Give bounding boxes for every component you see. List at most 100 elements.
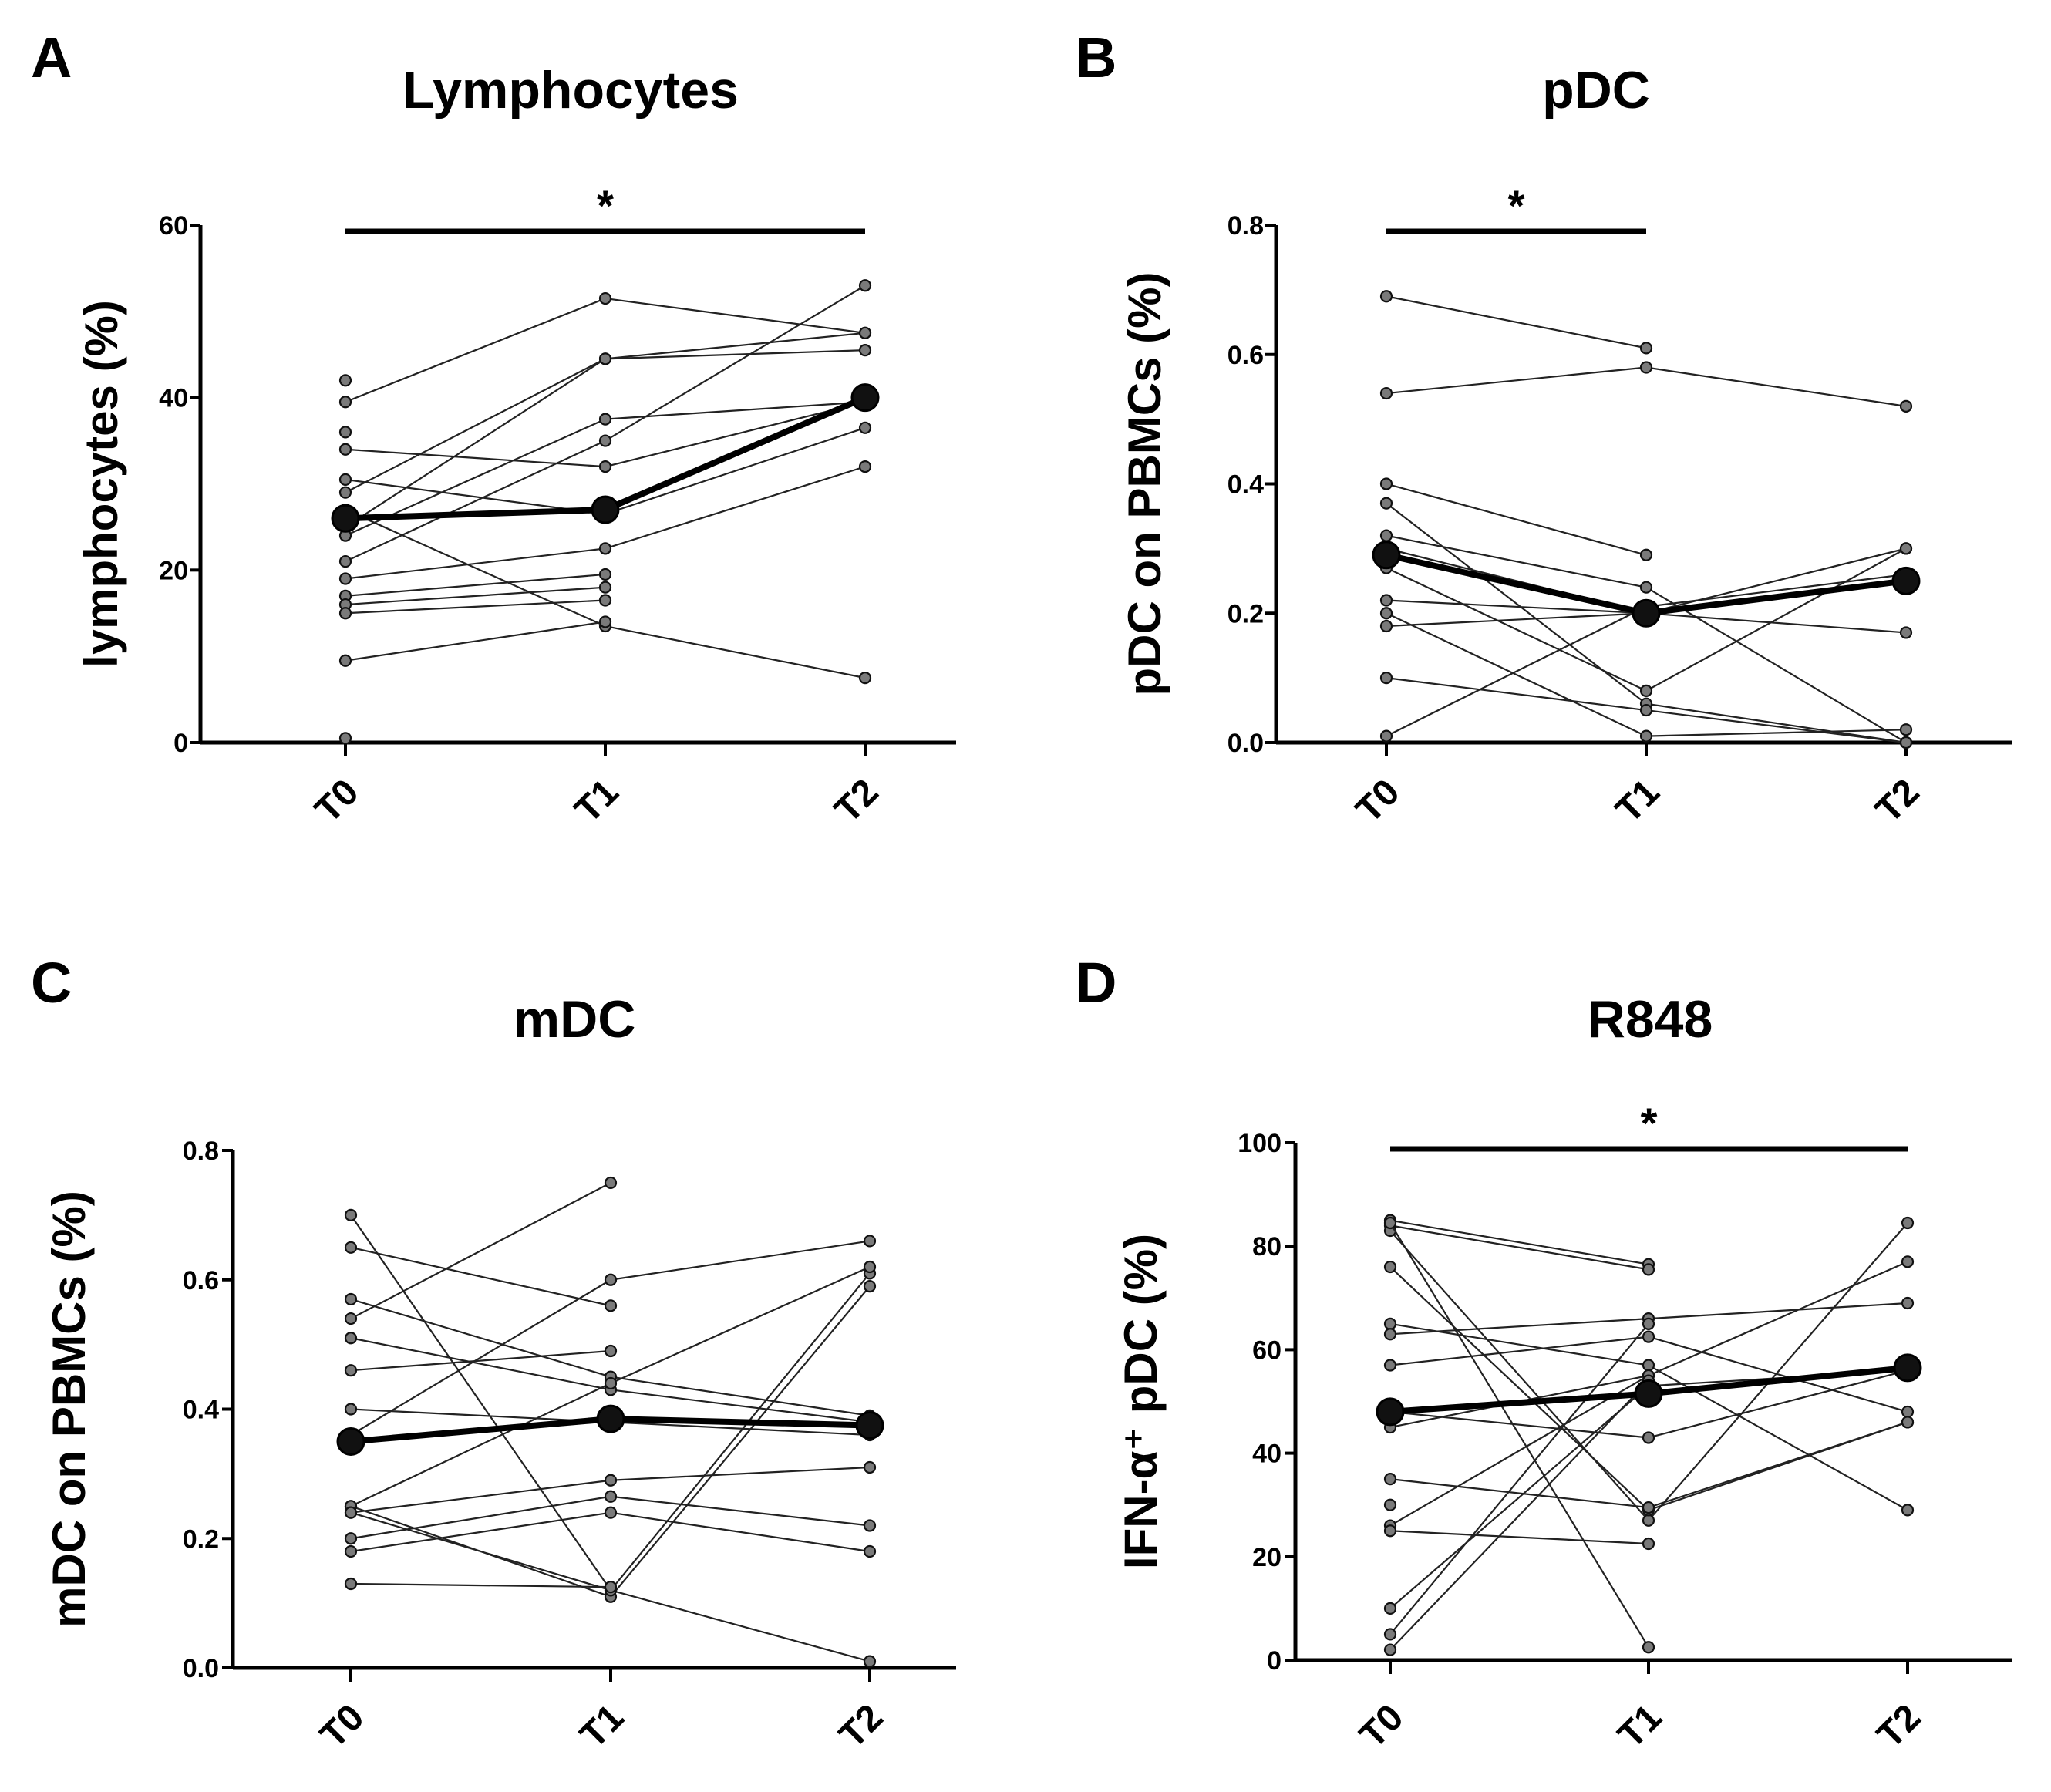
subject-point [858,344,872,357]
subject-line [1645,709,1907,744]
x-tick-label: T1 [572,1696,631,1756]
subject-point [1383,1328,1397,1341]
y-tick-label: 40 [1252,1440,1281,1469]
subject-line [345,573,606,597]
subject-point [858,279,872,292]
subject-line [1389,1318,1649,1336]
x-tick-label: T1 [1608,771,1667,830]
subject-point [338,654,352,667]
x-tick-label: T1 [567,771,626,830]
subject-point [1379,607,1393,620]
subject-point [344,1332,358,1345]
subject-line [1389,1530,1649,1545]
subject-point [863,1260,877,1274]
subject-point [1383,1643,1397,1656]
subject-point [344,1577,358,1591]
subject-point [598,413,612,426]
subject-point [858,672,872,685]
subject-line [1386,605,1647,737]
subject-point [1642,1641,1655,1654]
subject-line [1386,366,1647,395]
subject-line [1645,366,1907,407]
subject-line [350,1511,611,1553]
y-tick-label: 80 [1252,1232,1281,1261]
subject-line [345,621,606,662]
subject-line [1389,1374,1649,1527]
y-tick-label: 0.2 [1228,599,1264,628]
y-tick-label: 0.8 [183,1137,219,1166]
subject-line [1648,1261,1908,1376]
y-axis-label: pDC on PBMCs (%) [1119,272,1170,696]
subject-point [1379,529,1393,542]
subject-line [1386,612,1647,628]
subject-point [338,607,352,620]
subject-line [1386,483,1647,556]
subject-point [1383,1498,1397,1511]
subject-point [1642,1359,1655,1372]
subject-point [1383,1359,1397,1372]
subject-line [350,1582,611,1588]
subject-line [345,547,606,580]
subject-line [1389,1230,1649,1521]
subject-point [1901,1405,1915,1419]
subject-point [338,555,352,568]
subject-point [598,615,612,628]
panel-letter: A [31,25,72,89]
subject-line [345,358,606,493]
subject-line [345,298,606,403]
subject-line [610,1265,871,1384]
subject-point [1901,1296,1915,1310]
subject-line [1648,1222,1908,1521]
subject-point [1642,1431,1655,1444]
subject-line [1648,1369,1908,1439]
subject-point [344,1208,358,1221]
subject-point [604,1581,618,1594]
panel-letter: B [1076,25,1116,89]
subject-line [345,358,606,528]
subject-point [1642,1514,1655,1527]
mean-point [1634,1379,1663,1408]
subject-point [1639,581,1653,594]
subject-point [1379,497,1393,510]
subject-point [1383,1473,1397,1486]
y-tick-label: 0.4 [183,1396,219,1425]
subject-line [1389,1219,1649,1265]
subject-point [598,291,612,305]
subject-line [350,1278,611,1436]
subject-point [863,1460,877,1474]
subject-point [1899,542,1913,555]
y-tick-label: 0.8 [1228,211,1264,241]
subject-point [1901,1504,1915,1517]
subject-line [1386,677,1647,712]
subject-point [1379,672,1393,685]
subject-point [863,1280,877,1293]
subject-line [1389,1222,1649,1648]
subject-line [610,1272,871,1592]
subject-point [1642,1501,1655,1514]
mean-point [1891,566,1921,595]
subject-point [598,594,612,607]
x-tick-label: T0 [312,1696,372,1756]
subject-point [858,421,872,434]
subject-line [350,1214,611,1591]
subject-line [605,401,866,420]
subject-point [1379,477,1393,490]
subject-point [1899,626,1913,639]
y-tick-label: 0.0 [183,1654,219,1683]
subject-point [604,1376,618,1390]
subject-point [1379,619,1393,633]
y-tick-label: 0 [1267,1646,1281,1676]
subject-point [344,1532,358,1545]
subject-point [1899,399,1913,413]
subject-point [1379,386,1393,400]
subject-line [610,1421,871,1437]
subject-line [1389,1478,1649,1509]
subject-point [338,486,352,499]
subject-line [605,349,866,360]
subject-point [338,374,352,387]
panel-letter: C [31,951,72,1015]
subject-line [610,1389,871,1423]
subject-point [1639,684,1653,698]
subject-point [338,426,352,439]
subject-point [1379,290,1393,303]
